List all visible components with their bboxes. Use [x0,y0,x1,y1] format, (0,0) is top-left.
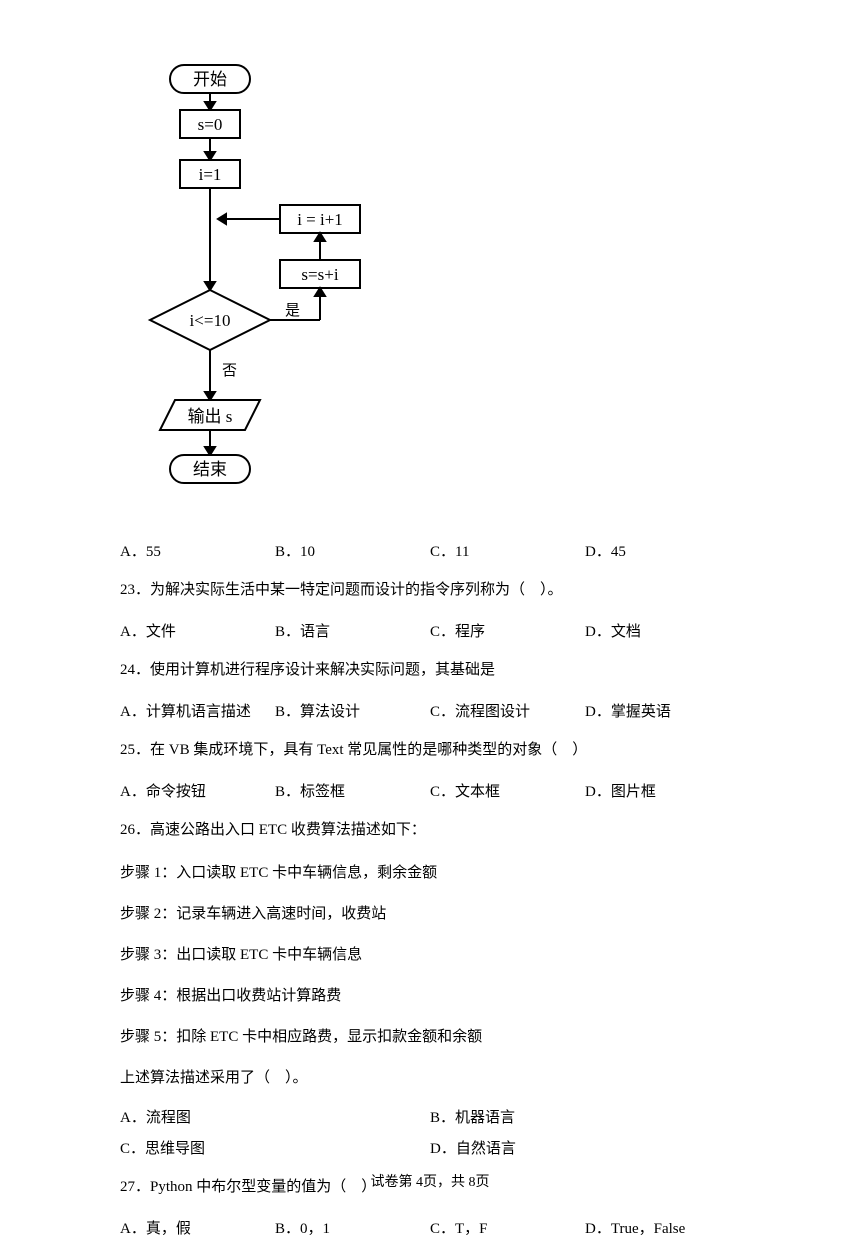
q26-step5: 步骤 5：扣除 ETC 卡中相应路费，显示扣款金额和余额 [120,1024,740,1051]
option-d: D．自然语言 [430,1137,740,1158]
q25-text: 25．在 VB 集成环境下，具有 Text 常见属性的是哪种类型的对象（ ） [120,737,740,764]
option-a: A．文件 [120,620,275,641]
svg-text:i<=10: i<=10 [190,311,231,330]
option-d: D．True，False [585,1217,740,1238]
q26-step2: 步骤 2：记录车辆进入高速时间，收费站 [120,901,740,928]
option-c: C．程序 [430,620,585,641]
option-c: C．文本框 [430,780,585,801]
svg-text:结束: 结束 [193,460,227,479]
svg-text:s=0: s=0 [198,115,223,134]
q26-text: 26．高速公路出入口 ETC 收费算法描述如下： [120,817,740,844]
svg-text:输出 s: 输出 s [188,407,233,426]
svg-text:s=s+i: s=s+i [301,265,338,284]
q24-text: 24．使用计算机进行程序设计来解决实际问题，其基础是 [120,657,740,684]
option-a: A．流程图 [120,1106,430,1127]
option-c: C．11 [430,540,585,561]
flowchart-svg: 开始 s=0 i=1 i = i+1 s=s [140,60,380,510]
option-b: B．10 [275,540,430,561]
q26-options-row1: A．流程图 B．机器语言 [120,1106,740,1127]
option-b: B．算法设计 [275,700,430,721]
option-c: C．流程图设计 [430,700,585,721]
q27-options: A．真，假 B．0，1 C．T，F D．True，False [120,1217,740,1238]
option-c: C．T，F [430,1217,585,1238]
q23-options: A．文件 B．语言 C．程序 D．文档 [120,620,740,641]
option-b: B．语言 [275,620,430,641]
option-c: C．思维导图 [120,1137,430,1158]
svg-text:开始: 开始 [193,70,227,89]
q26-step1: 步骤 1：入口读取 ETC 卡中车辆信息，剩余金额 [120,860,740,887]
svg-text:i = i+1: i = i+1 [297,210,343,229]
svg-text:i=1: i=1 [199,165,222,184]
option-a: A．命令按钮 [120,780,275,801]
option-d: D．图片框 [585,780,740,801]
q26-conclusion: 上述算法描述采用了（ ）。 [120,1065,740,1092]
option-a: A．55 [120,540,275,561]
flowchart: 开始 s=0 i=1 i = i+1 s=s [140,60,740,515]
q26-step4: 步骤 4：根据出口收费站计算路费 [120,983,740,1010]
q26-options-row2: C．思维导图 D．自然语言 [120,1137,740,1158]
page-footer: 试卷第 4页，共 8页 [0,1171,860,1191]
q23-text: 23．为解决实际生活中某一特定问题而设计的指令序列称为（ ）。 [120,577,740,604]
option-d: D．45 [585,540,740,561]
option-b: B．机器语言 [430,1106,740,1127]
option-d: D．掌握英语 [585,700,740,721]
q26-step3: 步骤 3：出口读取 ETC 卡中车辆信息 [120,942,740,969]
option-b: B．标签框 [275,780,430,801]
q22-options: A．55 B．10 C．11 D．45 [120,540,740,561]
option-a: A．真，假 [120,1217,275,1238]
option-d: D．文档 [585,620,740,641]
option-b: B．0，1 [275,1217,430,1238]
svg-text:是: 是 [285,303,300,319]
q25-options: A．命令按钮 B．标签框 C．文本框 D．图片框 [120,780,740,801]
option-a: A．计算机语言描述 [120,700,275,721]
q24-options: A．计算机语言描述 B．算法设计 C．流程图设计 D．掌握英语 [120,700,740,721]
svg-text:否: 否 [222,363,237,379]
